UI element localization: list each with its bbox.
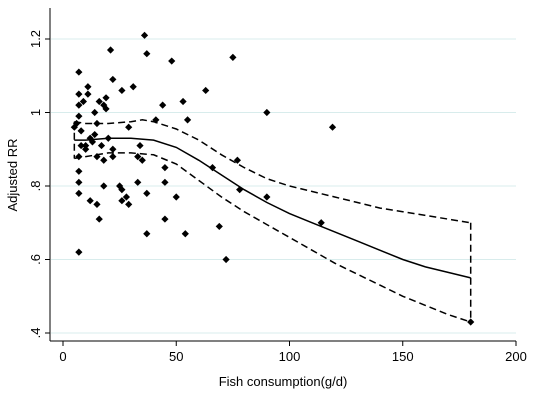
fit-lines	[73, 119, 472, 323]
data-point	[317, 219, 325, 227]
data-point	[328, 123, 337, 131]
data-points	[70, 31, 475, 326]
data-point	[229, 53, 237, 61]
data-point	[97, 141, 106, 150]
data-point	[93, 200, 101, 208]
data-point	[159, 101, 167, 109]
data-point	[143, 189, 151, 197]
data-point	[95, 215, 103, 223]
data-point	[143, 50, 151, 58]
data-point	[75, 178, 83, 186]
data-point	[183, 116, 192, 124]
data-point	[125, 200, 133, 208]
y-tick-label: .4	[28, 328, 43, 339]
data-point	[77, 141, 85, 150]
x-tick-label: 200	[505, 349, 527, 364]
data-point	[75, 248, 83, 256]
data-point	[129, 83, 137, 91]
data-point	[75, 189, 83, 197]
data-point	[75, 68, 83, 76]
x-tick-label: 0	[59, 349, 66, 364]
data-point	[116, 182, 124, 190]
x-tick-label: 150	[392, 349, 414, 364]
data-point	[109, 153, 117, 161]
data-point	[179, 97, 187, 106]
data-point	[134, 178, 142, 186]
data-point	[134, 153, 142, 161]
data-point	[109, 75, 117, 84]
data-point	[152, 116, 160, 124]
data-point	[118, 197, 126, 205]
data-point	[143, 230, 151, 238]
data-point	[93, 153, 101, 161]
data-point	[82, 141, 90, 150]
data-point	[202, 86, 210, 95]
data-point	[72, 119, 81, 128]
upper-ci-line	[74, 119, 471, 224]
data-point	[140, 31, 149, 39]
data-point	[215, 222, 223, 231]
data-point	[75, 153, 83, 161]
data-point	[168, 57, 176, 65]
fit-line	[74, 137, 471, 279]
data-point	[91, 130, 99, 139]
grid-lines	[51, 38, 516, 334]
data-point	[93, 119, 101, 128]
data-point	[102, 94, 110, 102]
data-point	[263, 193, 271, 201]
data-point	[106, 46, 115, 54]
data-point	[122, 193, 131, 201]
data-point	[172, 193, 180, 201]
data-point	[88, 138, 97, 146]
x-tick-label: 50	[169, 349, 183, 364]
data-point	[100, 182, 108, 190]
data-point	[82, 145, 90, 153]
data-point	[118, 186, 126, 194]
data-point	[136, 141, 144, 150]
data-point	[95, 97, 103, 106]
data-point	[161, 215, 169, 223]
data-point	[100, 156, 108, 164]
y-tick-label: .6	[28, 254, 43, 265]
data-point	[233, 156, 242, 164]
data-point	[236, 186, 244, 194]
data-point	[263, 108, 271, 117]
data-point	[79, 97, 87, 106]
data-point	[118, 86, 126, 95]
axis-ticks: .4 .6 .8 1 1.2 0 50 100 150 200	[28, 30, 527, 364]
y-tick-label: 1.2	[28, 30, 43, 48]
data-point	[138, 156, 146, 164]
x-axis-title: Fish consumption(g/d)	[219, 374, 348, 389]
x-tick-label: 100	[279, 349, 301, 364]
data-point	[84, 83, 92, 91]
data-point	[222, 255, 230, 264]
data-point	[104, 134, 112, 142]
data-point	[75, 101, 83, 109]
data-point	[102, 105, 110, 113]
y-axis-title: Adjusted RR	[5, 139, 20, 212]
data-point	[91, 108, 99, 117]
y-tick-label: .8	[28, 181, 43, 192]
data-point	[208, 164, 217, 172]
lower-ci-line	[74, 152, 471, 323]
data-point	[75, 112, 83, 120]
data-point	[161, 164, 169, 172]
data-point	[75, 167, 83, 175]
data-point	[125, 123, 133, 131]
data-point	[161, 178, 169, 186]
data-point	[86, 197, 94, 205]
data-point	[181, 230, 189, 238]
y-tick-label: 1	[28, 109, 43, 116]
data-point	[77, 127, 85, 135]
data-point	[75, 90, 83, 98]
data-point	[84, 90, 92, 98]
data-point	[109, 145, 117, 153]
data-point	[467, 318, 475, 326]
axes	[49, 8, 516, 342]
